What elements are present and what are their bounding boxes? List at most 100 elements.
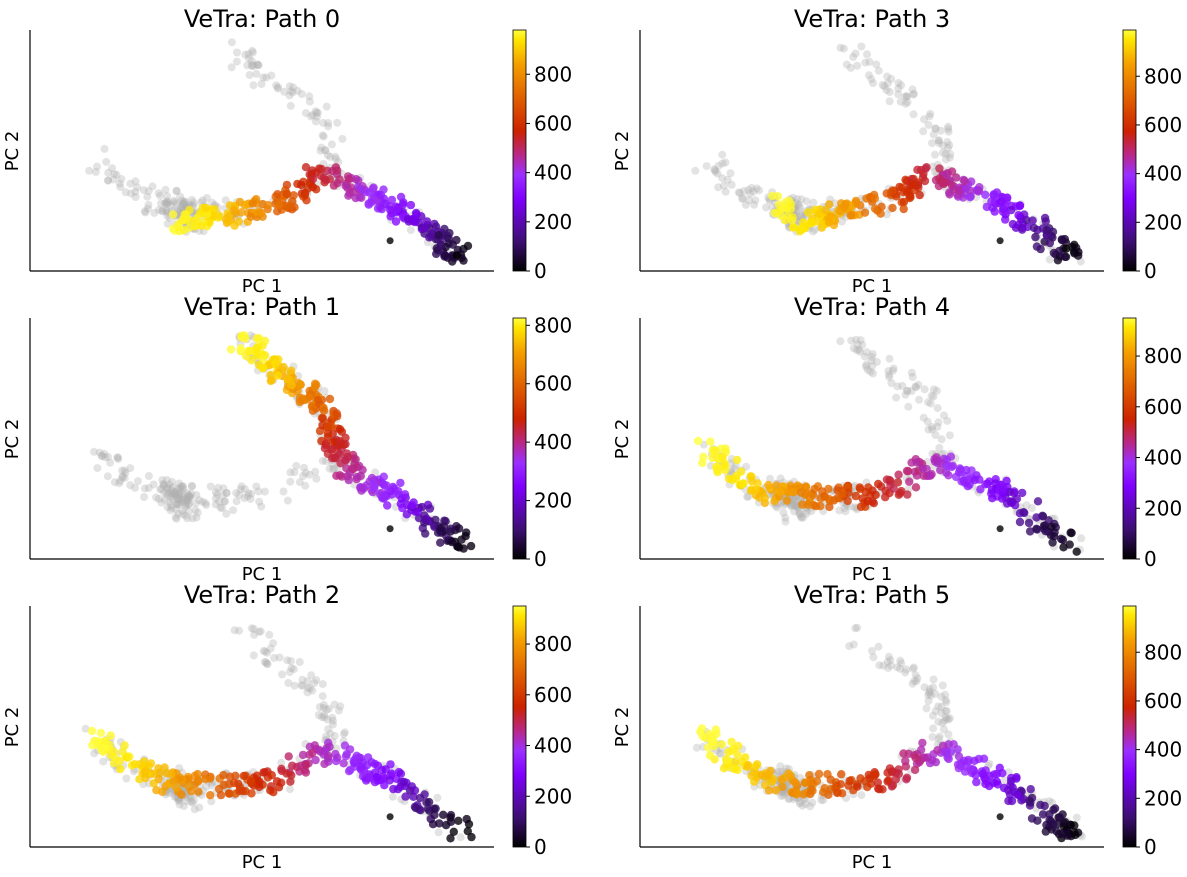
y-axis-label: PC 2	[612, 131, 633, 172]
background-cell-point	[901, 668, 910, 677]
path-cell-point	[266, 786, 275, 795]
background-cell-point	[175, 491, 184, 500]
path-cell-point	[413, 507, 422, 517]
path-cell-point	[895, 182, 904, 192]
background-cell-point	[180, 197, 188, 206]
background-cell-point	[776, 474, 785, 483]
background-cell-point	[166, 501, 175, 510]
background-cell-point	[321, 146, 330, 155]
path-cell-point	[853, 782, 862, 791]
path-cell-point	[1047, 522, 1056, 531]
background-cell-point	[233, 48, 241, 57]
background-cell-point	[247, 57, 256, 65]
path-cell-point	[342, 449, 351, 458]
background-cell-point	[247, 62, 256, 70]
background-cell-point	[118, 473, 127, 482]
path-cell-point	[747, 476, 756, 486]
colorbar-tick-label: 800	[534, 632, 572, 656]
background-cell-point	[171, 513, 180, 522]
path-cell-point	[1031, 232, 1040, 242]
background-cell-point	[252, 69, 261, 78]
background-cell-point	[887, 379, 896, 387]
colorbar: 0 200 400 600 800	[512, 313, 572, 571]
background-cell-point	[298, 675, 307, 684]
colorbar-tick-label: 200	[1144, 496, 1182, 520]
path-cell-point	[272, 777, 282, 786]
background-cell-point	[776, 762, 785, 771]
background-cell-point	[795, 509, 804, 518]
background-cell-point	[180, 496, 189, 505]
path-cell-point	[908, 180, 918, 189]
background-cell-point	[323, 151, 332, 160]
background-cell-point	[434, 828, 443, 837]
background-cell-point	[158, 207, 167, 216]
path-cell-point	[229, 206, 239, 215]
colorbar-gradient	[512, 605, 527, 848]
path-cell-point	[1049, 819, 1058, 829]
background-cell-point	[249, 81, 258, 90]
path-cell-point	[402, 510, 411, 519]
background-cell-point	[189, 796, 198, 805]
background-cell-point	[325, 464, 334, 473]
background-cell-point	[97, 452, 106, 460]
background-cell-point	[780, 789, 789, 798]
background-cell-point	[852, 346, 861, 355]
background-cell-point	[894, 79, 903, 87]
background-cell-point	[721, 158, 730, 167]
background-cell-point	[1027, 504, 1036, 513]
scatter-plot	[90, 331, 476, 553]
path-cell-point	[998, 769, 1007, 778]
background-cell-point	[298, 681, 307, 690]
background-cell-point	[790, 507, 799, 516]
background-cell-point	[937, 692, 946, 701]
path-cell-point	[345, 189, 354, 198]
background-cell-point	[127, 189, 136, 198]
background-cell-point	[937, 702, 946, 711]
path-cell-point	[327, 445, 336, 454]
background-cell-point	[244, 50, 253, 59]
path-cell-point	[116, 764, 125, 774]
background-cell-point	[931, 689, 940, 698]
background-cell-point	[857, 791, 866, 800]
background-cell-point	[320, 713, 329, 722]
path-cell-point	[844, 488, 853, 497]
path-cell-point	[711, 446, 720, 456]
path-cell-point	[221, 215, 231, 224]
path-cell-point	[341, 433, 350, 442]
background-cell-point	[317, 143, 326, 152]
background-cell-point	[406, 226, 415, 235]
background-cell-point	[935, 443, 944, 452]
background-cell-point	[154, 494, 163, 503]
path-cell-point	[341, 752, 351, 761]
background-cell-point	[913, 674, 922, 683]
x-axis-label: PC 1	[852, 852, 893, 873]
background-cell-point	[313, 112, 321, 121]
path-cell-point	[152, 786, 161, 795]
background-cell-point	[185, 491, 193, 500]
path-cell-point	[282, 189, 291, 198]
path-cell-point	[799, 790, 808, 799]
path-cell-point	[400, 490, 410, 499]
background-cell-point	[847, 336, 856, 345]
path-cell-point	[466, 541, 476, 551]
background-cell-point	[259, 646, 268, 655]
background-cell-point	[110, 478, 119, 487]
background-cell-point	[937, 709, 946, 718]
path-cell-point	[234, 217, 243, 226]
background-cell-point	[163, 503, 172, 512]
background-cell-point	[175, 488, 184, 497]
path-cell-point	[871, 490, 880, 500]
path-cell-point	[467, 832, 476, 842]
background-cell-point	[290, 681, 299, 690]
background-cell-point	[126, 481, 135, 490]
background-cell-point	[159, 479, 168, 488]
background-cell-point	[985, 759, 994, 768]
background-cell-point	[301, 481, 310, 490]
panel-path-3: VeTra: Path 3 PC 1 PC 2 0 200 400 600 800	[612, 5, 1182, 297]
path-cell-point	[310, 741, 319, 750]
path-cell-point	[746, 486, 756, 495]
colorbar-tick-label: 800	[1144, 344, 1182, 368]
background-cell-point	[180, 198, 189, 207]
background-cell-point	[206, 482, 215, 491]
path-cell-point	[287, 381, 296, 390]
